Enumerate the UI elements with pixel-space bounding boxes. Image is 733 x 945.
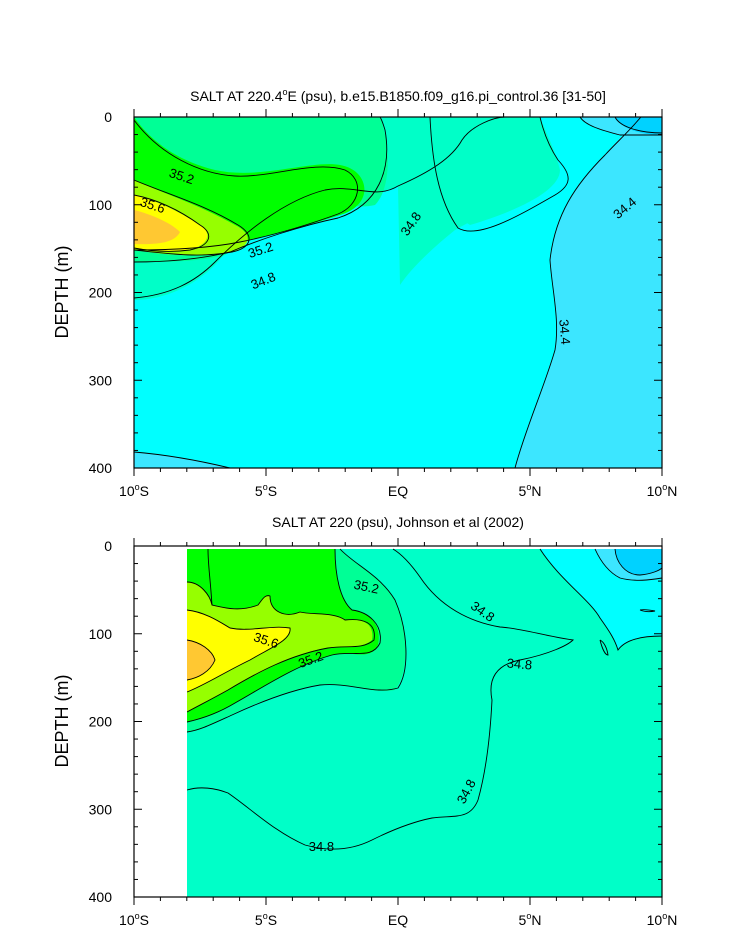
- contour-label: 35.2: [352, 577, 380, 597]
- contour-line: [539, 548, 662, 652]
- y-tick-label: 300: [89, 372, 113, 388]
- x-tick-label: 10oN: [647, 482, 678, 499]
- y-tick-label: 0: [104, 109, 112, 125]
- bottom-y-axis-label: DEPTH (m): [52, 675, 72, 768]
- contour-label: 34.8: [309, 839, 334, 854]
- contour-label: 35.6: [252, 629, 281, 651]
- fill-band-34.2-sw: [134, 452, 230, 468]
- contour-line: [614, 548, 662, 576]
- contour-line: [639, 609, 656, 613]
- y-tick-label: 200: [89, 714, 113, 730]
- contour-line: [186, 548, 574, 850]
- y-tick-label: 300: [89, 801, 113, 817]
- x-tick-label: 10oS: [119, 482, 149, 499]
- x-tick-label: 5oS: [255, 911, 277, 928]
- contour-label: 34.8: [506, 655, 533, 672]
- x-tick-label: 5oS: [255, 482, 277, 499]
- contour-line: [186, 609, 291, 693]
- contour-label: 34.4: [556, 319, 573, 346]
- contour-line: [134, 179, 250, 256]
- no-data-region: [135, 547, 187, 896]
- contour-line: [134, 117, 388, 263]
- contour-label: 35.6: [138, 194, 167, 216]
- fill-band-34.0: [615, 549, 662, 575]
- fill-band-34.2-east: [515, 117, 662, 468]
- contour-line: [186, 548, 407, 733]
- x-tick-label: EQ: [388, 483, 408, 499]
- y-tick-label: 400: [89, 460, 113, 476]
- bottom-axes: 0 100 200 300 400 10oS 5oS EQ 5oN 10oN: [89, 538, 678, 928]
- contour-line: [134, 117, 506, 299]
- y-tick-label: 200: [89, 285, 113, 301]
- top-chart-title: SALT AT 220.4oE (psu), b.e15.B1850.f09_g…: [190, 87, 606, 104]
- contour-line: [429, 117, 569, 232]
- contour-line: [186, 639, 216, 681]
- fill-band-35.8: [134, 210, 180, 245]
- fill-band-35.6: [187, 610, 290, 692]
- fill-band-34.6: [187, 549, 662, 897]
- contour-line: [134, 194, 210, 252]
- degree-superscript: o: [283, 87, 288, 97]
- bottom-panel: SALT AT 220 (psu), Johnson et al (2002): [52, 514, 677, 928]
- top-contour-fill: 35.235.635.234.834.834.434.4: [134, 117, 662, 468]
- top-panel: SALT AT 220.4oE (psu), b.e15.B1850.f09_g…: [52, 87, 678, 499]
- contour-line: [186, 548, 381, 723]
- y-tick-label: 400: [89, 889, 113, 905]
- contour-line: [599, 639, 609, 656]
- contour-label: 35.2: [246, 239, 275, 261]
- x-tick-label: 5oN: [519, 482, 542, 499]
- contour-line: [207, 548, 213, 606]
- bottom-contour-fill: 35.234.835.635.2 34.834.834.8: [186, 548, 662, 897]
- x-tick-label: 5oN: [519, 911, 542, 928]
- bottom-chart-title: SALT AT 220 (psu), Johnson et al (2002): [272, 514, 524, 530]
- contour-line: [134, 119, 359, 251]
- contour-line: [514, 117, 642, 468]
- top-axes: 0 100 200 300 400 10oS 5oS EQ 5oN 10oN: [89, 109, 678, 499]
- contour-line: [134, 451, 231, 468]
- y-tick-label: 0: [104, 538, 112, 554]
- contour-line: [594, 548, 662, 581]
- fill-band-34.0: [615, 117, 662, 135]
- contour-line: [186, 581, 375, 713]
- contour-line: [579, 117, 662, 136]
- contour-line: [614, 117, 662, 134]
- contour-label: 35.2: [167, 165, 196, 187]
- x-tick-label: 10oS: [119, 911, 149, 928]
- x-tick-label: 10oN: [647, 911, 678, 928]
- top-y-axis-label: DEPTH (m): [52, 246, 72, 339]
- y-tick-label: 100: [89, 626, 113, 642]
- x-tick-label: EQ: [388, 912, 408, 928]
- y-tick-label: 100: [89, 197, 113, 213]
